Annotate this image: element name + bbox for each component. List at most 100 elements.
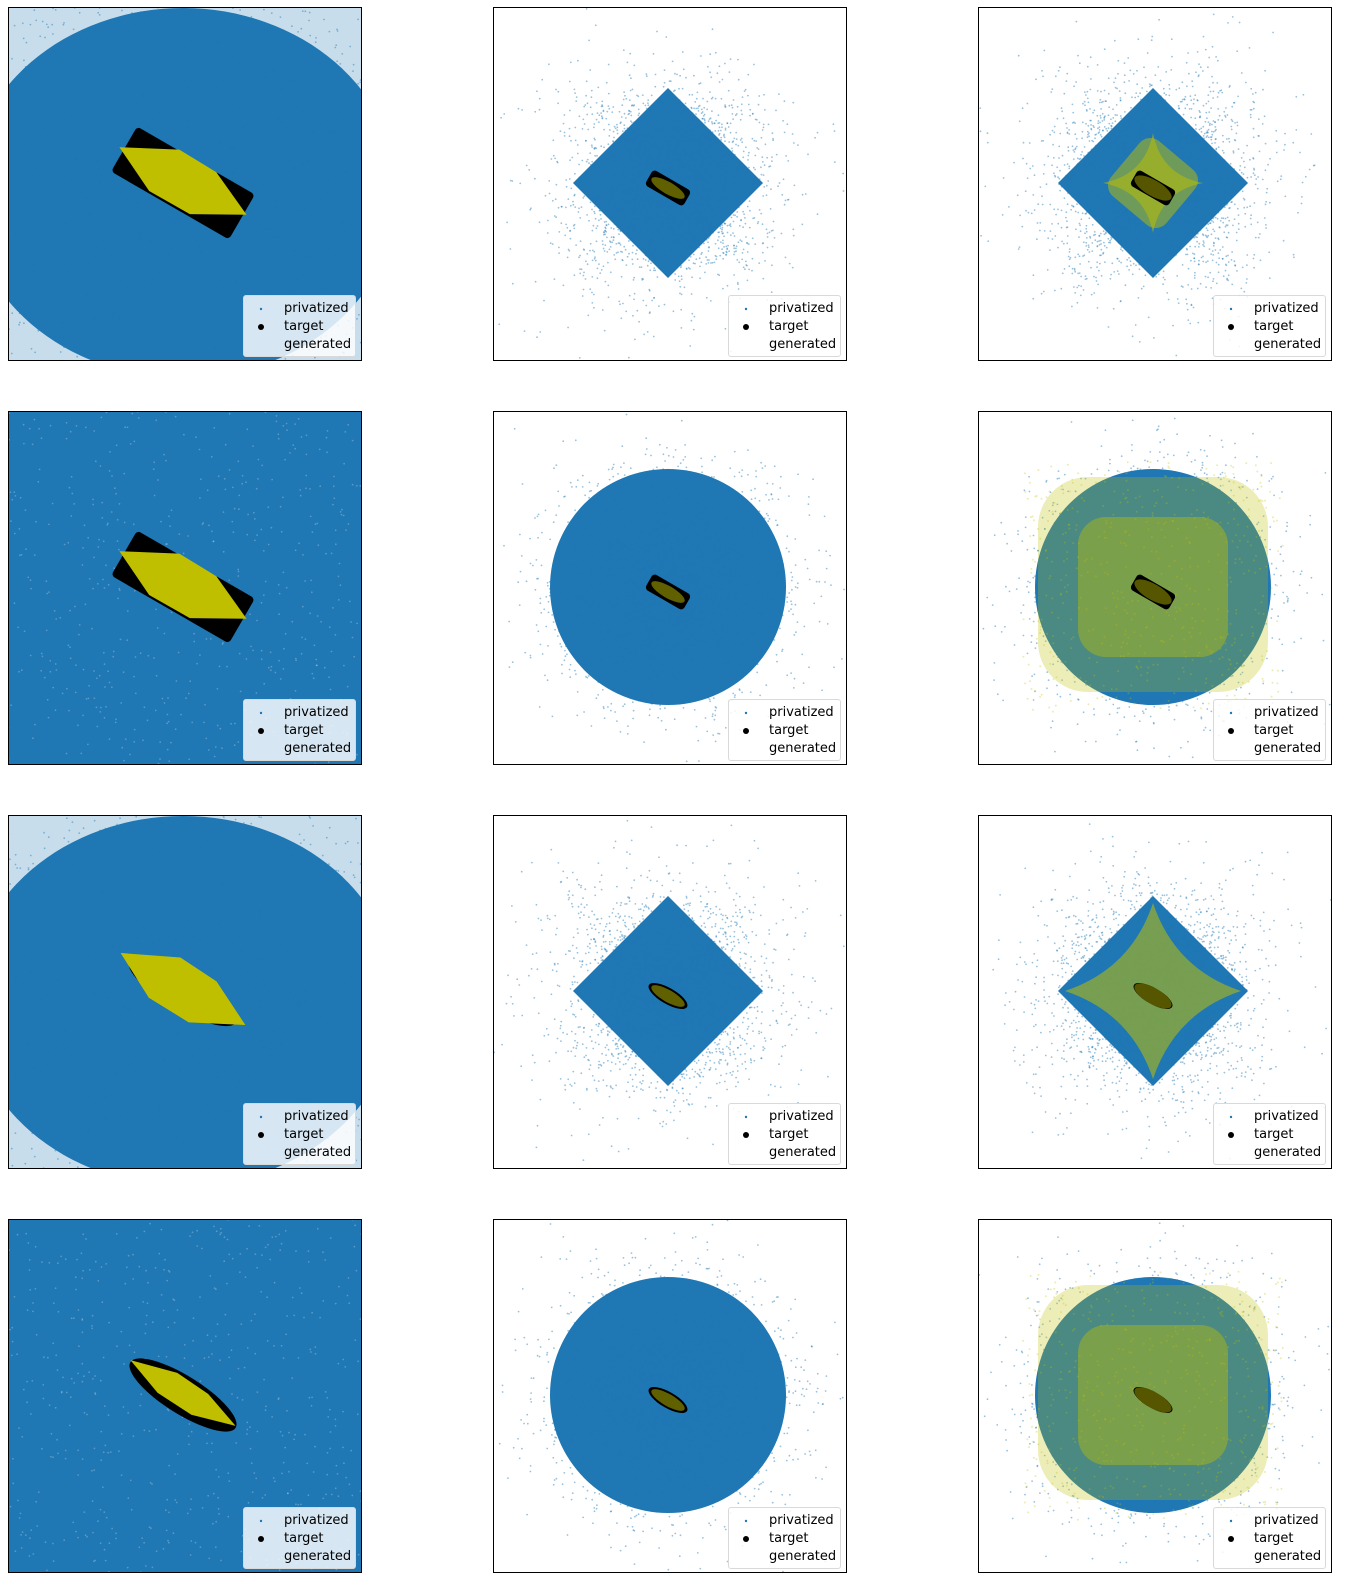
privatized-marker-icon [1229,1115,1233,1119]
scatter-plot [493,411,847,765]
privatized-marker-icon [1229,711,1233,715]
legend-label-generated: generated [1254,740,1321,758]
legend-label-privatized: privatized [284,1108,349,1126]
axes-frame [978,7,1332,361]
privatized-marker-icon [259,1519,263,1523]
privatized-marker-icon [259,1115,263,1119]
legend-entry-privatized: privatized [729,300,840,318]
legend: privatized target generated [243,295,356,357]
generated-overlay [651,985,685,1007]
legend-label-privatized: privatized [284,1512,349,1530]
legend: privatized target generated [728,295,841,357]
target-marker-icon [743,1132,749,1138]
subplot-r3-c2: privatized target generated [493,815,847,1169]
legend-entry-generated: generated [244,1144,355,1162]
legend: privatized target generated [728,699,841,761]
axes-frame [8,1219,362,1573]
legend-entry-generated: generated [1214,740,1325,758]
legend-entry-target: target [1214,1126,1325,1144]
privatized-marker-icon [744,307,748,311]
legend-label-generated: generated [284,1144,351,1162]
generated-region [120,953,246,1025]
target-marker-icon [743,728,749,734]
legend-label-privatized: privatized [769,300,834,318]
subplot-r3-c3: privatized target generated [978,815,1332,1169]
legend-label-privatized: privatized [1254,1108,1319,1126]
privatized-marker-icon [1229,1519,1233,1523]
legend-entry-generated: generated [729,336,840,354]
subplot-r4-c3: privatized target generated [978,1219,1332,1573]
legend-entry-target: target [244,1126,355,1144]
privatized-marker-icon [744,1519,748,1523]
privatized-marker-icon [744,711,748,715]
legend-label-privatized: privatized [769,704,834,722]
legend-entry-target: target [244,722,355,740]
legend-entry-target: target [729,318,840,336]
generated-overlay [651,581,685,603]
scatter-plot [8,411,362,765]
legend-entry-target: target [1214,318,1325,336]
legend-label-target: target [769,722,809,740]
axes-frame [978,815,1332,1169]
legend-label-target: target [284,722,324,740]
legend-entry-generated: generated [1214,1548,1325,1566]
legend-entry-privatized: privatized [244,1108,355,1126]
subplot-r4-c2: privatized target generated [493,1219,847,1573]
subplot-r2-c3: privatized target generated [978,411,1332,765]
legend: privatized target generated [243,1103,356,1165]
legend-label-generated: generated [769,336,836,354]
legend-label-generated: generated [284,1548,351,1566]
scatter-plot [8,815,362,1169]
axes-frame [8,815,362,1169]
legend-label-generated: generated [284,740,351,758]
legend-entry-privatized: privatized [729,1108,840,1126]
subplot-r4-c1: privatized target generated [8,1219,362,1573]
legend-entry-generated: generated [729,1548,840,1566]
target-marker-icon [743,1536,749,1542]
legend-label-privatized: privatized [284,300,349,318]
legend-label-target: target [769,1530,809,1548]
target-region [1130,170,1176,206]
target-region [1133,983,1173,1009]
legend-entry-generated: generated [729,740,840,758]
generated-overlay [651,177,685,199]
target-region [1130,574,1176,610]
legend-entry-target: target [244,318,355,336]
axes-frame [493,7,847,361]
axes-frame [8,7,362,361]
legend: privatized target generated [1213,1507,1326,1569]
legend-label-generated: generated [769,1144,836,1162]
legend-label-generated: generated [1254,1548,1321,1566]
subplot-r1-c3: privatized target generated [978,7,1332,361]
subplot-r3-c1: privatized target generated [8,815,362,1169]
axes-frame [8,411,362,765]
privatized-marker-icon [1229,307,1233,311]
legend-label-generated: generated [769,1548,836,1566]
legend-entry-privatized: privatized [729,1512,840,1530]
legend-label-privatized: privatized [1254,1512,1319,1530]
legend: privatized target generated [243,1507,356,1569]
legend-entry-target: target [729,1530,840,1548]
legend-entry-generated: generated [244,1548,355,1566]
legend-entry-privatized: privatized [244,704,355,722]
legend-label-target: target [1254,722,1294,740]
generated-region [119,147,247,215]
target-marker-icon [1228,1536,1234,1542]
legend-label-generated: generated [1254,336,1321,354]
axes-frame [978,1219,1332,1573]
legend-entry-generated: generated [1214,1144,1325,1162]
target-marker-icon [1228,324,1234,330]
legend-entry-privatized: privatized [1214,1512,1325,1530]
privatized-marker-icon [744,1115,748,1119]
generated-overlay [1134,1387,1172,1413]
target-marker-icon [1228,728,1234,734]
privatized-marker-icon [259,307,263,311]
legend-label-generated: generated [1254,1144,1321,1162]
legend-entry-generated: generated [244,336,355,354]
legend-label-target: target [284,318,324,336]
legend: privatized target generated [243,699,356,761]
generated-region [130,1360,236,1426]
legend: privatized target generated [728,1103,841,1165]
subplot-r2-c1: privatized target generated [8,411,362,765]
